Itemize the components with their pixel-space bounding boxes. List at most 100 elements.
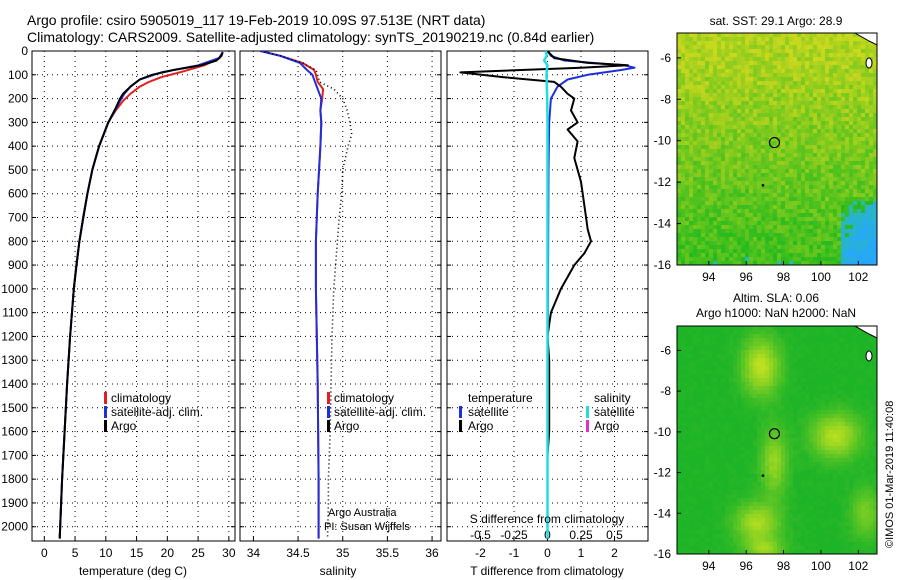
map-cell (741, 169, 746, 174)
map-cell (753, 125, 758, 130)
map-cell (781, 454, 786, 459)
map-cell (833, 57, 838, 62)
map-cell (749, 193, 754, 198)
map-cell (841, 370, 846, 375)
map-cell (773, 450, 778, 455)
map-cell (713, 342, 718, 347)
salinity-lines (260, 51, 353, 539)
map-cell (833, 173, 838, 178)
map-cell (821, 149, 826, 154)
map-cell (853, 73, 858, 78)
map-cell (825, 326, 830, 331)
map-cell (705, 462, 710, 467)
map-cell (757, 173, 762, 178)
temperature-panel: 0100200300400500600700800900100011001200… (1, 44, 236, 578)
map-cell (725, 185, 730, 190)
map-cell (853, 362, 858, 367)
map-cell (777, 129, 782, 134)
map-cell (785, 217, 790, 222)
map-cell (705, 133, 710, 138)
map-cell (745, 350, 750, 355)
map-cell (685, 81, 690, 86)
map-cell (685, 330, 690, 335)
map-cell (681, 390, 686, 395)
map-cell (873, 241, 878, 246)
map-cell (829, 374, 834, 379)
map-cell (853, 33, 858, 38)
map-cell (737, 454, 742, 459)
map-cell (873, 378, 878, 383)
map-cell (749, 153, 754, 158)
map-cell (713, 49, 718, 54)
map-cell (857, 342, 862, 347)
map-cell (765, 121, 770, 126)
map-cell (857, 346, 862, 351)
map-cell (685, 161, 690, 166)
map-cell (741, 209, 746, 214)
map-cell (697, 121, 702, 126)
map-cell (821, 101, 826, 106)
map-cell (789, 73, 794, 78)
map-cell (685, 85, 690, 90)
map-cell (729, 189, 734, 194)
map-cell (801, 229, 806, 234)
map-cell (757, 454, 762, 459)
map-cell (861, 394, 866, 399)
map-cell (813, 261, 818, 266)
map-cell (773, 422, 778, 427)
map-cell (721, 410, 726, 415)
map-cell (805, 69, 810, 74)
legend-argo-swatch (104, 420, 107, 432)
map-cell (765, 334, 770, 339)
map-cell (757, 61, 762, 66)
map-cell (793, 462, 798, 467)
map-cell (853, 354, 858, 359)
map-cell (729, 173, 734, 178)
map-cell (737, 69, 742, 74)
map-cell (785, 133, 790, 138)
map-cell (717, 197, 722, 202)
map-cell (737, 133, 742, 138)
map-cell (737, 61, 742, 66)
map-cell (765, 338, 770, 343)
map-cell (709, 97, 714, 102)
map-cell (773, 462, 778, 467)
map-cell (757, 181, 762, 186)
map-cell (765, 85, 770, 90)
map-cell (797, 169, 802, 174)
map-cell (837, 173, 842, 178)
map-cell (809, 101, 814, 106)
map-cell (697, 394, 702, 399)
map-cell (761, 370, 766, 375)
map-cell (701, 129, 706, 134)
map-cell (781, 93, 786, 98)
map-cell (821, 153, 826, 158)
map-cell (853, 169, 858, 174)
map-cell (853, 342, 858, 347)
map-cell (693, 161, 698, 166)
map-cell (701, 366, 706, 371)
map-cell (873, 454, 878, 459)
map-cell (873, 149, 878, 154)
map-cell (825, 386, 830, 391)
map-cell (761, 105, 766, 110)
sst-map-title: sat. SST: 29.1 Argo: 28.9 (710, 14, 843, 28)
map-cell (845, 334, 850, 339)
map-cell (797, 185, 802, 190)
map-cell (677, 378, 682, 383)
map-cell (709, 241, 714, 246)
map-cell (761, 117, 766, 122)
map-cell (737, 422, 742, 427)
map-cell (681, 386, 686, 391)
map-cell (853, 177, 858, 182)
map-cell (841, 169, 846, 174)
map-cell (729, 117, 734, 122)
map-cell (845, 37, 850, 42)
map-cell (841, 61, 846, 66)
map-cell (793, 414, 798, 419)
map-cell (793, 209, 798, 214)
map-cell (701, 338, 706, 343)
map-cell (853, 129, 858, 134)
map-cell (833, 201, 838, 206)
map-cell (733, 414, 738, 419)
